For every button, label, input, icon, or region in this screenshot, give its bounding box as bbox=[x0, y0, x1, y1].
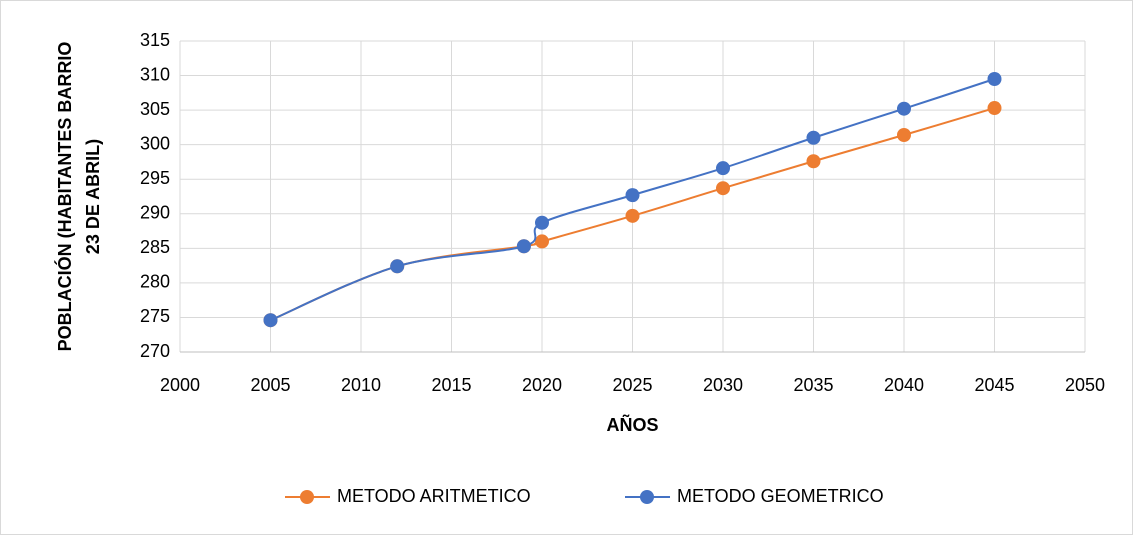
data-point bbox=[987, 72, 1002, 87]
data-point bbox=[897, 101, 911, 116]
data-point bbox=[535, 215, 549, 230]
data-point bbox=[390, 259, 405, 274]
data-point bbox=[806, 130, 821, 145]
legend-label: METODO GEOMETRICO bbox=[677, 486, 884, 506]
data-point bbox=[263, 313, 278, 328]
y-tick-label: 300 bbox=[140, 133, 170, 153]
y-tick-label: 270 bbox=[140, 341, 170, 361]
y-axis-label: POBLACIÓN (HABITANTES BARRIO bbox=[54, 42, 75, 352]
x-tick-label: 2000 bbox=[160, 375, 200, 395]
x-tick-label: 2050 bbox=[1065, 375, 1105, 395]
x-tick-label: 2020 bbox=[522, 375, 562, 395]
y-axis-label: 23 DE ABRIL) bbox=[83, 139, 103, 254]
data-point bbox=[516, 239, 531, 254]
y-tick-label: 285 bbox=[140, 237, 170, 257]
x-axis-label: AÑOS bbox=[606, 414, 658, 435]
data-point bbox=[625, 188, 640, 203]
y-tick-label: 290 bbox=[140, 203, 170, 223]
legend-marker bbox=[640, 490, 654, 504]
x-tick-label: 2040 bbox=[884, 375, 924, 395]
y-tick-label: 275 bbox=[140, 306, 170, 326]
x-tick-label: 2010 bbox=[341, 375, 381, 395]
x-tick-label: 2015 bbox=[431, 375, 471, 395]
data-point bbox=[625, 208, 640, 223]
data-point bbox=[806, 154, 821, 169]
x-tick-label: 2045 bbox=[974, 375, 1014, 395]
y-tick-label: 305 bbox=[140, 99, 170, 119]
data-point bbox=[716, 181, 730, 196]
x-tick-label: 2030 bbox=[703, 375, 743, 395]
y-tick-label: 280 bbox=[140, 272, 170, 292]
data-point bbox=[987, 101, 1002, 116]
x-tick-label: 2005 bbox=[250, 375, 290, 395]
legend-marker bbox=[300, 490, 314, 504]
data-point bbox=[716, 161, 730, 176]
data-point bbox=[535, 234, 549, 249]
y-tick-label: 295 bbox=[140, 168, 170, 188]
y-tick-label: 310 bbox=[140, 64, 170, 84]
legend-label: METODO ARITMETICO bbox=[337, 486, 531, 506]
x-tick-label: 2025 bbox=[612, 375, 652, 395]
x-tick-label: 2035 bbox=[793, 375, 833, 395]
y-tick-label: 315 bbox=[140, 30, 170, 50]
data-point bbox=[897, 127, 911, 142]
